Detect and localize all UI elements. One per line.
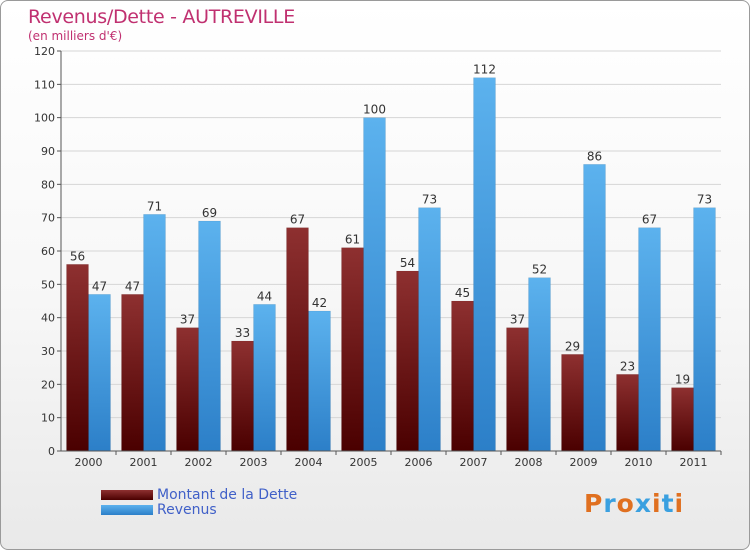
bar-dette (231, 340, 254, 452)
bar-revenus (253, 304, 276, 452)
y-tick-label: 120 (34, 45, 55, 58)
data-label: 71 (147, 199, 162, 213)
legend-label-revenus: Revenus (157, 502, 217, 518)
x-tick-label: 2003 (240, 456, 268, 469)
data-label: 45 (455, 286, 470, 300)
y-tick-label: 100 (34, 112, 55, 125)
data-label: 23 (620, 359, 635, 373)
bar-dette (506, 327, 529, 452)
bar-dette (616, 374, 639, 452)
x-tick-label: 2005 (350, 456, 378, 469)
logo-letter: t (661, 489, 675, 518)
y-tick-label: 90 (41, 145, 55, 158)
data-label: 37 (180, 313, 195, 327)
data-label: 67 (642, 213, 657, 227)
x-tick-label: 2010 (625, 456, 653, 469)
logo-letter: P (584, 489, 604, 518)
bar-revenus (308, 310, 331, 452)
y-tick-label: 30 (41, 345, 55, 358)
bar-dette (176, 327, 199, 452)
legend-item-revenus: Revenus (101, 502, 217, 518)
y-tick-label: 50 (41, 278, 55, 291)
x-tick-label: 2011 (680, 456, 708, 469)
bar-revenus (143, 214, 166, 452)
bar-revenus (198, 220, 221, 452)
x-tick-label: 2007 (460, 456, 488, 469)
bar-dette (671, 387, 694, 452)
bar-dette (121, 294, 144, 452)
data-label: 47 (92, 279, 107, 293)
y-tick-label: 10 (41, 412, 55, 425)
data-label: 86 (587, 149, 602, 163)
data-label: 73 (697, 193, 712, 207)
data-label: 73 (422, 193, 437, 207)
data-label: 67 (290, 213, 305, 227)
y-tick-label: 80 (41, 178, 55, 191)
bar-revenus (528, 277, 551, 452)
bar-revenus (473, 77, 496, 452)
data-label: 47 (125, 279, 140, 293)
bar-dette (396, 270, 419, 452)
bar-dette (451, 300, 474, 452)
data-label: 37 (510, 313, 525, 327)
bar-revenus (88, 294, 111, 452)
chart-title: Revenus/Dette - AUTREVILLE (28, 6, 295, 28)
bar-revenus (693, 207, 716, 452)
logo-letter: i (674, 489, 685, 518)
legend-swatch-revenus (101, 505, 153, 515)
data-label: 19 (675, 373, 690, 387)
data-label: 54 (400, 256, 415, 270)
proxiti-logo: Proxiti (584, 489, 684, 518)
data-label: 52 (532, 263, 547, 277)
bar-revenus (363, 117, 386, 452)
logo-letter: x (634, 489, 652, 518)
y-tick-label: 20 (41, 378, 55, 391)
x-tick-label: 2009 (570, 456, 598, 469)
bar-revenus (638, 227, 661, 452)
x-tick-label: 2001 (130, 456, 158, 469)
x-tick-label: 2004 (295, 456, 323, 469)
bar-dette (341, 247, 364, 452)
data-label: 100 (363, 103, 386, 117)
y-tick-label: 60 (41, 245, 55, 258)
logo-letter: i (652, 489, 662, 518)
data-label: 56 (70, 249, 85, 263)
data-label: 44 (257, 289, 272, 303)
y-tick-label: 70 (41, 212, 55, 225)
bar-revenus (418, 207, 441, 452)
x-tick-label: 2002 (185, 456, 213, 469)
chart-subtitle: (en milliers d'€) (28, 29, 123, 43)
x-tick-label: 2008 (515, 456, 543, 469)
data-label: 112 (473, 63, 496, 77)
bar-dette (561, 354, 584, 452)
x-tick-label: 2000 (75, 456, 103, 469)
logo-letter: o (616, 489, 635, 518)
legend-swatch-dette (101, 490, 153, 500)
bar-revenus (583, 164, 606, 452)
data-label: 69 (202, 206, 217, 220)
bar-dette (66, 264, 89, 452)
legend-item-dette: Montant de la Dette (101, 487, 297, 503)
data-label: 61 (345, 233, 360, 247)
x-tick-label: 2006 (405, 456, 433, 469)
bar-dette (286, 227, 309, 452)
y-tick-label: 40 (41, 312, 55, 325)
legend-label-dette: Montant de la Dette (157, 487, 298, 503)
y-tick-label: 110 (34, 78, 55, 91)
data-label: 33 (235, 326, 250, 340)
logo-letter: r (603, 489, 617, 518)
data-label: 29 (565, 339, 580, 353)
data-label: 42 (312, 296, 327, 310)
y-tick-label: 0 (48, 445, 55, 458)
